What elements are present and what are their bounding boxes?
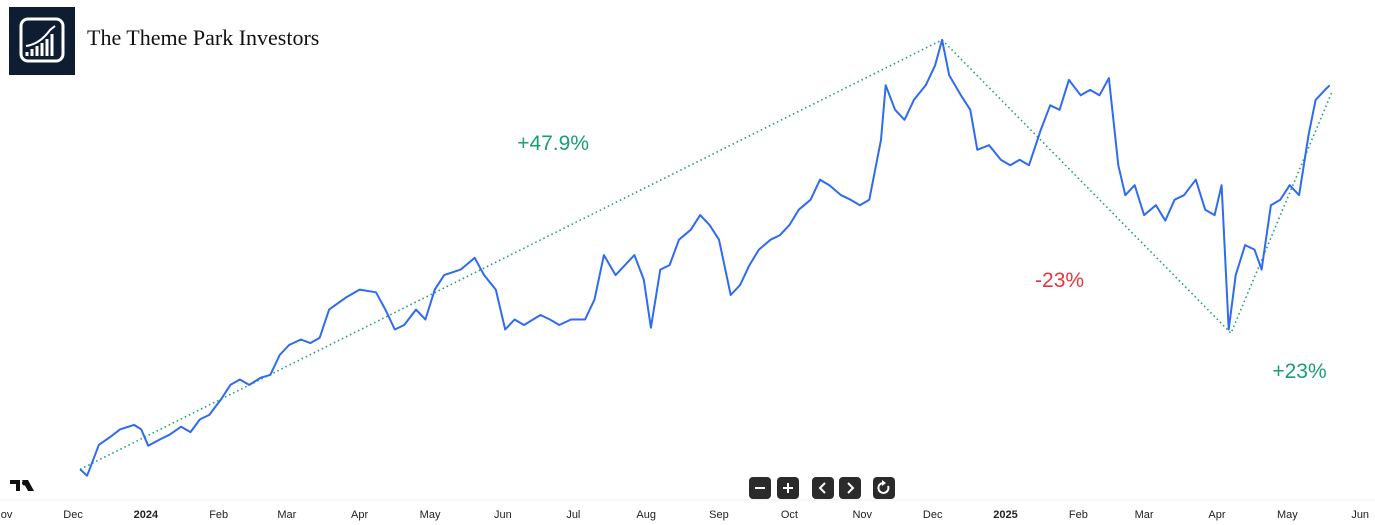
price-line [79, 38, 1331, 477]
x-tick-label: Apr [1208, 509, 1225, 521]
x-tick-label: Mar [277, 509, 296, 521]
x-tick-label: Nov [0, 509, 13, 521]
logo [9, 7, 75, 75]
change-annotation: +47.9% [517, 132, 589, 155]
reset-button[interactable] [873, 477, 895, 499]
x-tick-label: Jun [1351, 509, 1369, 521]
x-tick-label: Jul [566, 509, 580, 521]
scroll-right-button[interactable] [839, 477, 861, 499]
chart-title: The Theme Park Investors [87, 25, 319, 50]
change-annotation: +23% [1272, 360, 1326, 383]
scroll-left-button[interactable] [812, 477, 834, 499]
x-tick-label: Dec [923, 509, 943, 521]
x-tick-label: Aug [636, 509, 656, 521]
x-tick-label: 2024 [134, 509, 159, 521]
x-tick-label: Sep [709, 509, 729, 521]
x-tick-label: Dec [63, 509, 83, 521]
x-tick-label: May [420, 509, 441, 521]
x-tick-label: Oct [781, 509, 798, 521]
x-tick-label: May [1277, 509, 1298, 521]
change-annotation: -23% [1035, 269, 1084, 292]
x-tick-label: Apr [351, 509, 368, 521]
x-tick-label: Mar [1135, 509, 1154, 521]
x-tick-label: Jun [494, 509, 512, 521]
zoom-in-button[interactable] [777, 477, 799, 499]
x-tick-label: Feb [209, 509, 228, 521]
zoom-out-button[interactable] [749, 477, 771, 499]
x-tick-label: Feb [1069, 509, 1088, 521]
x-tick-label: Nov [852, 509, 872, 521]
tradingview-logo [10, 480, 34, 491]
x-tick-label: 2025 [993, 509, 1017, 521]
trend-line [79, 38, 1333, 471]
